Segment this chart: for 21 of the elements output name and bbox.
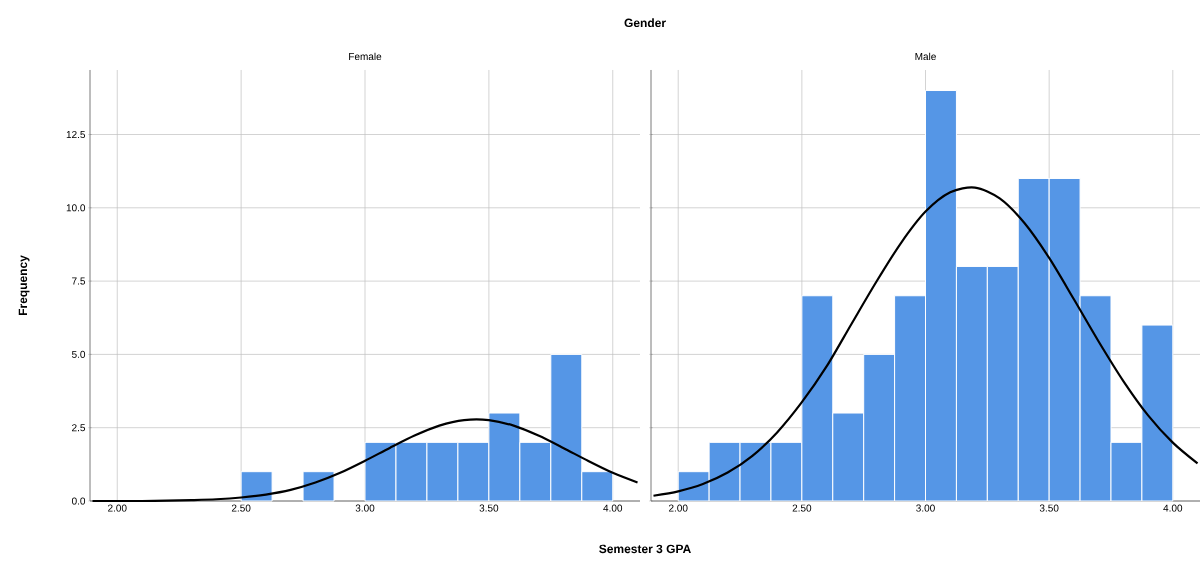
x-tick-label: 2.00 <box>108 504 127 512</box>
y-axis-title: Frequency <box>18 255 30 316</box>
x-tick-label: 4.00 <box>603 504 623 512</box>
x-tick-label: 3.00 <box>916 504 935 512</box>
x-tick-label: 2.00 <box>668 504 688 512</box>
y-tick-label: 10.0 <box>66 204 86 212</box>
x-tick-label: 4.00 <box>1163 504 1183 512</box>
chart-subtitle: Female <box>349 52 382 61</box>
y-tick-label: 5.0 <box>71 350 86 358</box>
y-tick-label: 12.5 <box>66 130 86 139</box>
chart-title: Gender <box>624 18 666 28</box>
y-tick-label: 0.0 <box>71 497 86 505</box>
x-tick-label: 3.50 <box>1039 504 1059 512</box>
chart-subtitle: Male <box>915 52 936 61</box>
x-axis-title: Semester 3 GPA <box>599 544 691 554</box>
y-tick-label: 7.5 <box>72 277 86 285</box>
x-tick-label: 3.50 <box>479 504 499 512</box>
x-tick-label: 3.00 <box>355 504 375 512</box>
x-tick-label: 2.50 <box>792 504 812 512</box>
x-tick-label: 2.50 <box>231 504 251 512</box>
y-tick-label: 2.5 <box>72 424 86 432</box>
